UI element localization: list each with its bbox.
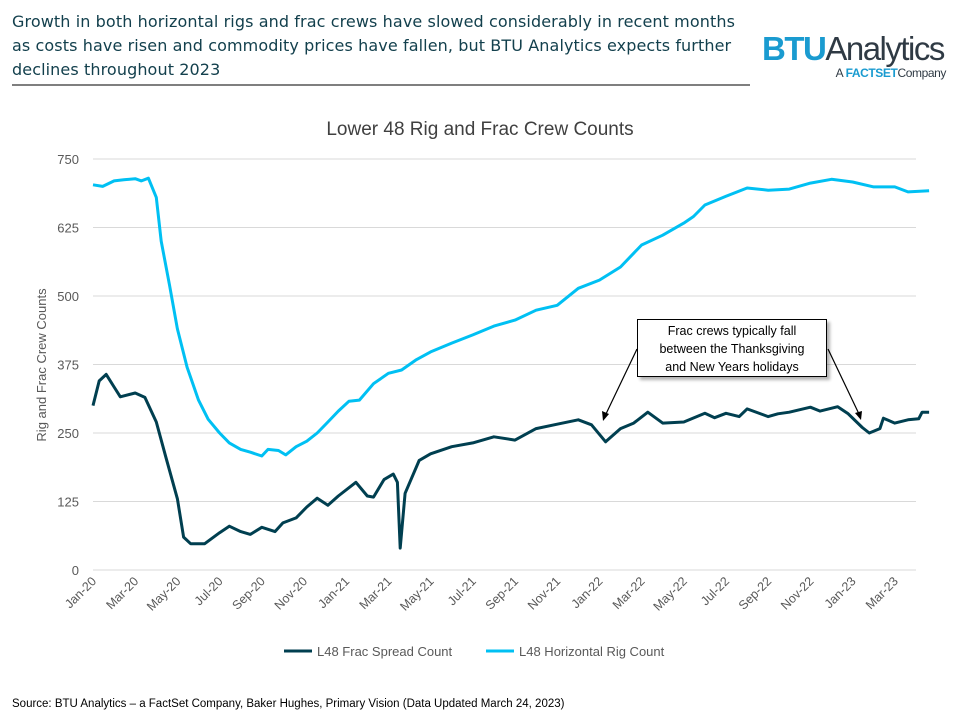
x-tick-label: Mar-21 [357,574,395,612]
legend: L48 Frac Spread Count L48 Horizontal Rig… [284,644,665,659]
x-tick-label: Jan-21 [315,574,352,611]
y-tick-label: 250 [57,426,79,441]
y-axis-label: Rig and Frac Crew Counts [34,288,49,442]
x-tick-label: Jul-20 [192,574,226,608]
x-tick-label: Sep-22 [736,574,774,612]
arrowhead-left [602,411,609,421]
x-tick-label: Jan-23 [822,574,859,611]
annotation-line: Frac crews typically fall [667,324,797,338]
x-tick-label: May-20 [144,574,183,613]
x-tick-label: Sep-20 [230,574,268,612]
x-tick-label: May-21 [397,574,436,613]
y-tick-label: 500 [57,289,79,304]
headline: Growth in both horizontal rigs and frac … [12,12,736,79]
x-tick-label: Jan-22 [569,574,606,611]
x-tick-label: Nov-22 [778,574,816,612]
y-tick-label: 625 [57,221,79,236]
annotation-line: between the Thanksgiving [659,342,805,356]
y-tick-label: 375 [57,358,79,373]
y-tick-label: 0 [72,563,79,578]
legend-label-rig: L48 Horizontal Rig Count [519,644,665,659]
x-tick-label: Nov-20 [272,574,310,612]
y-tick-label: 750 [57,152,79,167]
x-tick-label: Sep-21 [483,574,521,612]
chart-title: Lower 48 Rig and Frac Crew Counts [326,119,633,140]
x-tick-label: Mar-22 [610,574,648,612]
horizontal-rig-line [92,176,930,458]
annotation-box: Frac crews typically fall between the Th… [637,319,827,377]
x-tick-label: Jul-22 [698,574,732,608]
x-tick-label: May-22 [651,574,690,613]
legend-label-frac: L48 Frac Spread Count [317,644,453,659]
frac-spread-line [91,372,930,550]
btu-analytics-logo: BTUAnalytics A FACTSETCompany [762,30,946,81]
x-tick-label: Jan-20 [62,574,99,611]
y-tick-label: 125 [57,495,79,510]
x-tick-label: Mar-20 [103,574,141,612]
arrowhead-right [855,411,862,420]
annotation-arrow-right [827,348,860,415]
source-note: Source: BTU Analytics – a FactSet Compan… [12,698,565,710]
x-tick-label: Jul-21 [445,574,479,608]
x-tick-label: Nov-21 [525,574,563,612]
annotation-line: and New Years holidays [665,360,799,374]
annotation-arrow-left [604,348,638,417]
header-divider [12,84,750,86]
x-tick-label: Mar-23 [863,574,901,612]
